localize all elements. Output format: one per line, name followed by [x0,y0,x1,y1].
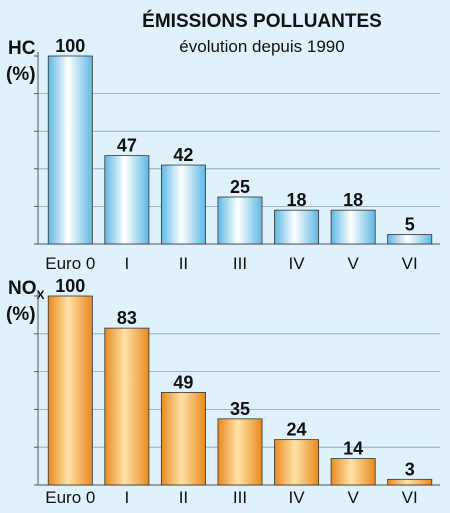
nox-value-label: 83 [117,308,137,328]
nox-bar [160,391,206,486]
nox-category-label: I [124,488,129,507]
nox-bar [387,478,433,486]
nox-axis-unit: (%) [6,304,36,325]
nox-panel: 100 Euro 0 83 I 49 II 35 III 24 IV 14 V 3 VI [34,276,440,507]
hc-bar [274,209,320,245]
nox-value-label: 24 [287,420,307,440]
nox-axis-label: NOX [8,278,45,302]
hc-value-label: 5 [405,215,415,235]
hc-category-label: VI [402,254,418,273]
nox-value-label: 100 [55,276,85,296]
hc-bar [47,55,93,245]
hc-category-label: Euro 0 [45,254,95,273]
nox-category-label: V [347,488,359,507]
hc-category-label: III [233,254,247,273]
hc-panel: 100 Euro 0 47 I 42 II 25 III 18 IV 18 V 5 VI [34,36,440,273]
nox-bar [274,439,320,486]
nox-category-label: IV [289,488,306,507]
hc-category-label: II [179,254,188,273]
chart-subtitle: évolution depuis 1990 [179,37,344,56]
nox-category-label: III [233,488,247,507]
hc-bar [217,196,263,245]
hc-bar [104,155,150,245]
nox-bar [330,458,376,486]
nox-category-label: II [179,488,188,507]
hc-category-label: V [347,254,359,273]
hc-value-label: 18 [287,190,307,210]
hc-bar [330,209,376,245]
nox-axis-subscript: X [37,288,45,302]
nox-category-label: Euro 0 [45,488,95,507]
nox-bar [217,418,263,486]
hc-category-label: I [124,254,129,273]
hc-category-label: IV [289,254,306,273]
hc-value-label: 47 [117,136,137,156]
nox-axis-main: NO [8,278,37,299]
nox-value-label: 35 [230,399,250,419]
nox-bar [104,327,150,486]
nox-value-label: 14 [343,439,363,459]
nox-value-label: 49 [173,372,193,392]
nox-bar [47,295,93,486]
hc-axis-label: HC [8,38,36,59]
hc-value-label: 25 [230,177,250,197]
chart-title: ÉMISSIONS POLLUANTES [142,10,382,32]
nox-category-label: VI [402,488,418,507]
hc-value-label: 100 [55,36,85,56]
hc-value-label: 18 [343,190,363,210]
hc-value-label: 42 [173,145,193,165]
nox-value-label: 3 [405,459,415,479]
hc-bar [160,164,206,245]
hc-bar [387,234,433,245]
hc-axis-unit: (%) [6,64,36,85]
